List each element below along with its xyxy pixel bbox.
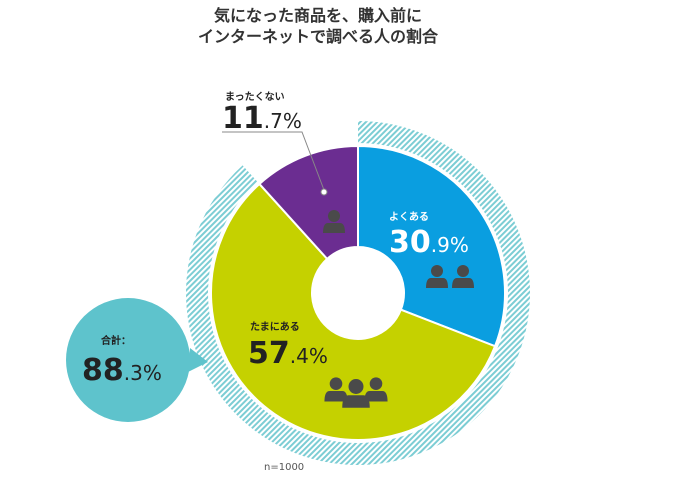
value-pct: % [143,361,162,385]
sample-size-note: n=1000 [264,462,304,473]
value-int: 30 [389,225,431,260]
value-dec: .7 [264,109,283,133]
value-int: 57 [248,336,290,371]
slice-label-tama: たまにある [250,320,300,333]
slice-label-mattaku: まったくない [225,91,285,103]
slice-label-yoku: よくある [389,210,429,223]
leader-line [222,131,325,191]
value-dec: .9 [431,233,450,257]
value-dec: .3 [124,361,143,385]
value-dec: .4 [290,344,309,368]
value-int: 11 [222,101,264,136]
slice-value-mattaku: 11.7% [222,101,302,136]
value-pct: % [309,344,328,368]
total-label: 合計： [100,334,131,347]
slice-value-yoku: 30.9% [389,225,469,260]
total-bubble [66,298,190,422]
slice-value-tama: 57.4% [248,336,328,371]
chart-title-line-2: インターネットで調べる人の割合 [198,27,439,46]
leader-dot [320,188,328,196]
donut-hole [312,247,404,339]
chart-title-line-1: 気になった商品を、購入前に [214,6,422,25]
value-int: 88 [82,353,124,388]
value-pct: % [450,233,469,257]
value-pct: % [283,109,302,133]
total-bubble-pointer [188,348,208,372]
total-value: 88.3% [82,353,162,388]
